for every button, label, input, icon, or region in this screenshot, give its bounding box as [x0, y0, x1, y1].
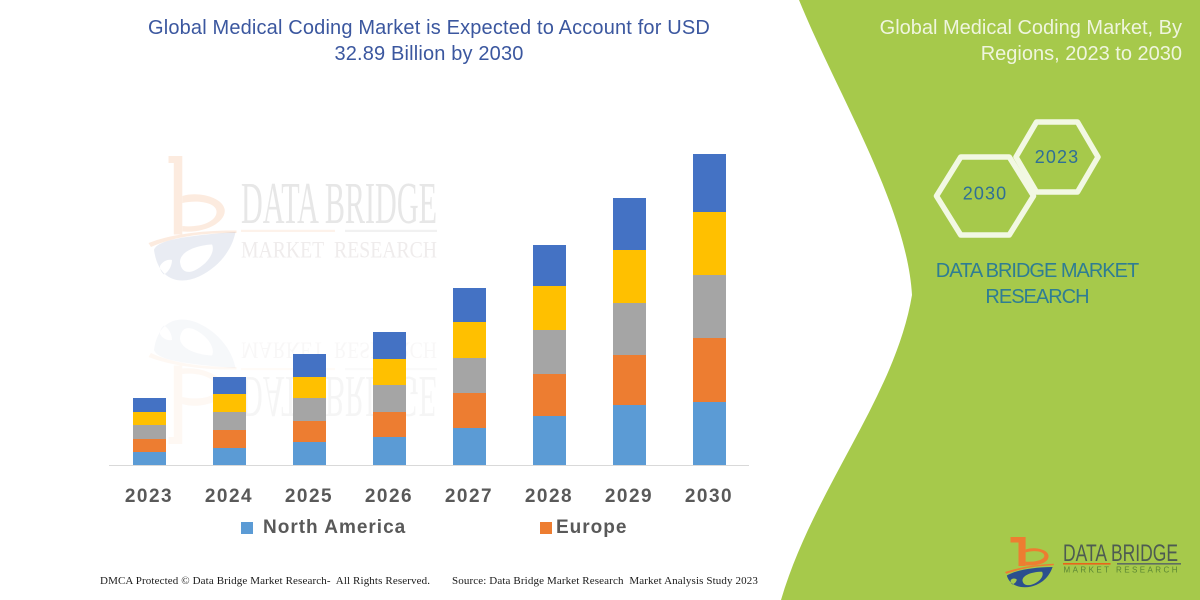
svg-text:2023: 2023 — [1035, 147, 1079, 167]
svg-text:MARKET RESEARCH: MARKET RESEARCH — [1064, 566, 1178, 575]
svg-text:DATA BRIDGE: DATA BRIDGE — [1063, 540, 1178, 567]
svg-text:2030: 2030 — [963, 184, 1007, 204]
